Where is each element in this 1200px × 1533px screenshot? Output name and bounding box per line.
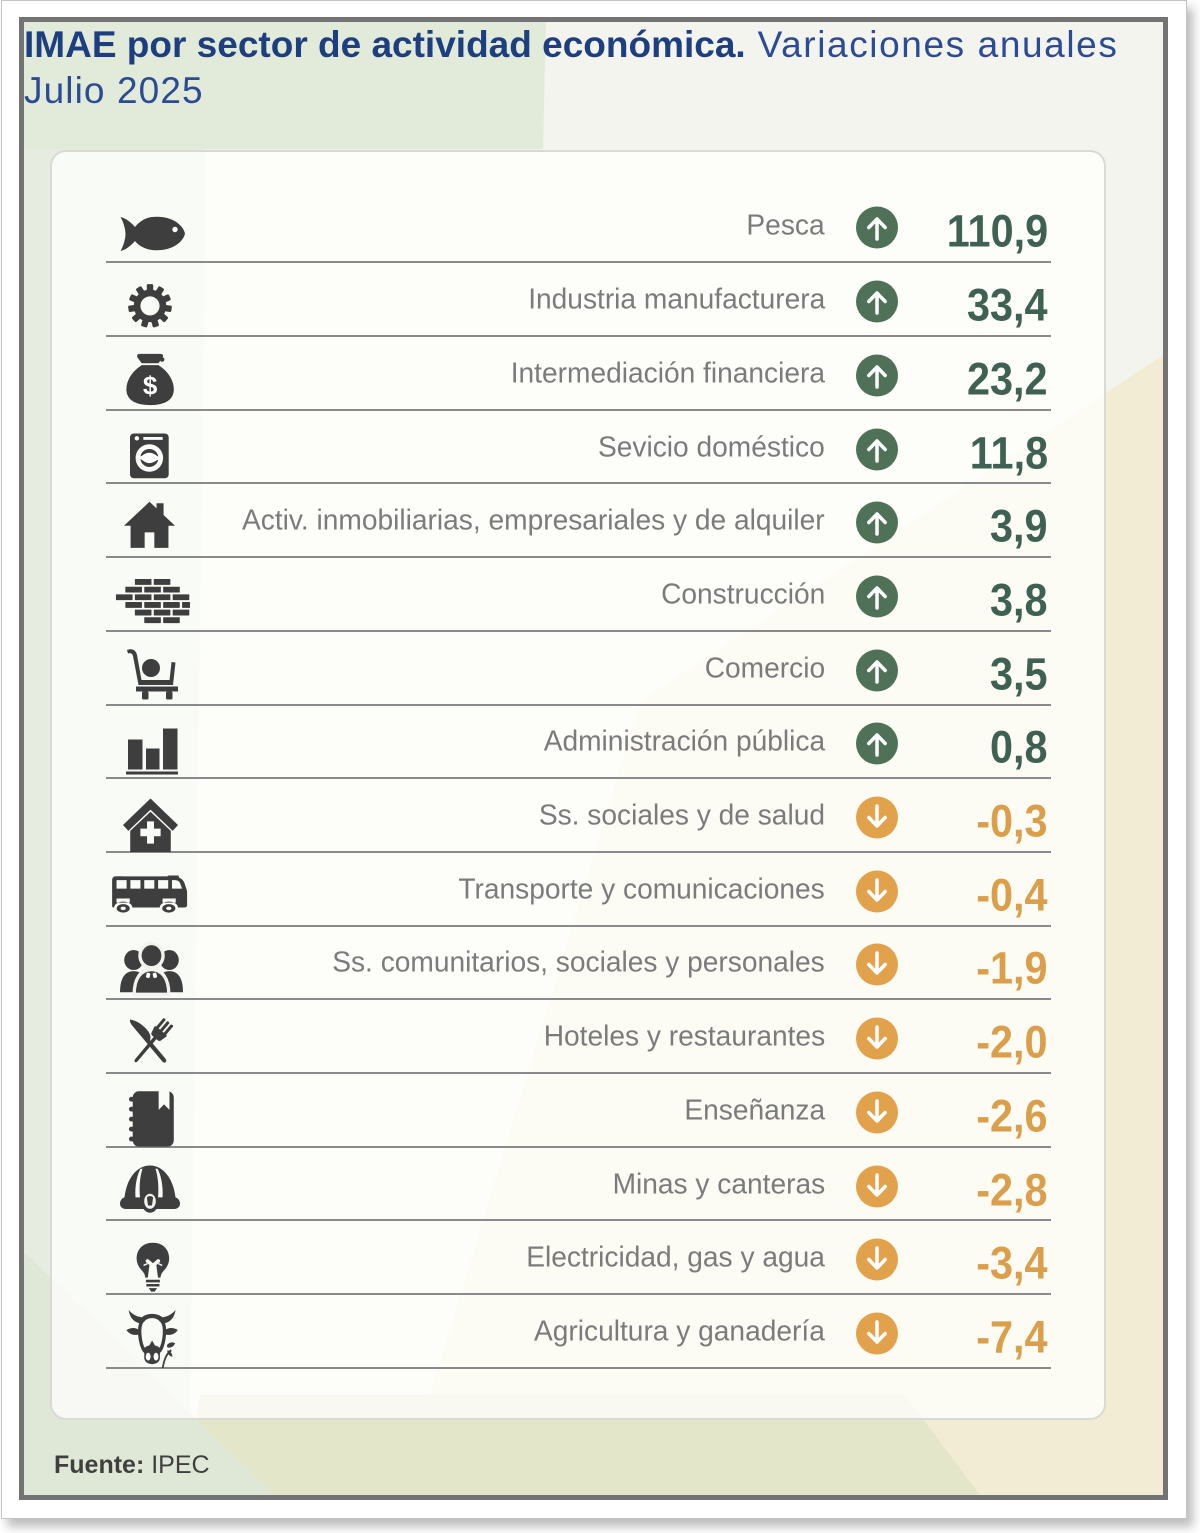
svg-text:$: $ xyxy=(143,370,158,400)
